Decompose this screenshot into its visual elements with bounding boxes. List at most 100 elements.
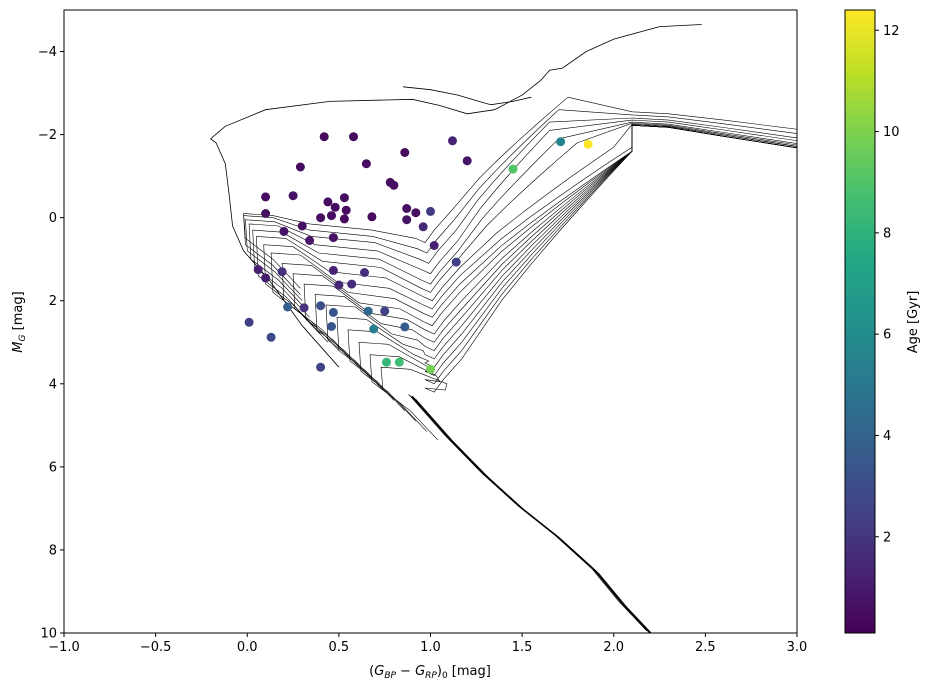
star-point xyxy=(508,164,518,174)
x-tick-label: 0.5 xyxy=(329,640,350,655)
isochrone-main-sequence xyxy=(411,395,651,633)
star-point xyxy=(288,191,298,201)
star-point xyxy=(261,209,271,218)
star-point xyxy=(363,306,373,316)
star-point xyxy=(462,156,472,166)
x-axis: −1.0 −0.5 0.0 0.5 1.0 1.5 2.0 2.5 3.0 xyxy=(48,633,807,655)
star-point xyxy=(323,197,333,207)
isochrone-track xyxy=(369,150,633,432)
star-point xyxy=(367,212,377,222)
x-tick-label: 2.0 xyxy=(603,640,624,655)
colorbar-tick-label: 12 xyxy=(883,24,900,39)
star-point xyxy=(400,148,410,157)
isochrone-track xyxy=(314,150,633,380)
star-point xyxy=(426,364,435,374)
star-point xyxy=(279,226,289,236)
isochrone-curves xyxy=(209,24,797,633)
star-point xyxy=(411,208,421,218)
star-point xyxy=(328,307,338,317)
star-point xyxy=(295,162,305,172)
star-point xyxy=(361,159,371,169)
isochrone-track xyxy=(252,138,560,318)
star-point xyxy=(349,132,358,142)
isochrone-track xyxy=(281,150,633,351)
star-point xyxy=(316,301,326,311)
colorbar-tick-label: 4 xyxy=(883,429,891,444)
star-point xyxy=(400,322,410,332)
star-point xyxy=(277,267,287,277)
isochrone-giant-branch xyxy=(549,117,797,139)
isochrone-main-sequence-track xyxy=(415,399,652,633)
isochrone-track xyxy=(336,150,633,401)
isochrone-track xyxy=(292,150,633,360)
star-point xyxy=(402,204,412,213)
colorbar-label: Age [Gyr] xyxy=(906,291,921,354)
colorbar-tick-label: 10 xyxy=(883,125,900,140)
star-point xyxy=(297,221,307,231)
star-point xyxy=(429,241,439,250)
isochrone-track xyxy=(256,142,578,326)
star-point xyxy=(394,357,404,367)
y-tick-label: 8 xyxy=(49,543,57,558)
star-point xyxy=(283,302,293,312)
star-point xyxy=(583,139,593,149)
star-point xyxy=(328,233,338,243)
star-point xyxy=(305,236,315,245)
isochrone-track xyxy=(380,150,633,441)
x-tick-label: 1.0 xyxy=(420,640,441,655)
star-point xyxy=(261,192,271,202)
star-point xyxy=(402,215,412,225)
star-point xyxy=(360,268,369,277)
isochrone-giant-branch xyxy=(631,124,797,152)
star-point xyxy=(426,206,435,216)
y-tick-label: −4 xyxy=(38,45,57,60)
star-point xyxy=(418,222,428,232)
isochrone-giant-branch xyxy=(558,121,797,144)
x-tick-label: −1.0 xyxy=(48,640,80,655)
x-tick-label: −0.5 xyxy=(140,640,172,655)
y-tick-label: 0 xyxy=(49,211,57,226)
star-point xyxy=(380,306,390,316)
star-point xyxy=(334,280,344,290)
isochrone-track xyxy=(245,121,550,301)
star-point xyxy=(328,265,338,275)
x-axis-label: (GBP − GRP)0 [mag] xyxy=(369,664,491,681)
x-tick-label: 1.5 xyxy=(512,640,533,655)
x-tick-label: 3.0 xyxy=(787,640,808,655)
y-tick-label: −2 xyxy=(38,128,57,143)
star-point xyxy=(339,193,349,203)
star-point xyxy=(261,273,271,283)
star-point xyxy=(319,132,329,142)
star-point xyxy=(316,213,326,223)
isochrone-giant-branch xyxy=(576,122,797,146)
colorbar-tick-label: 8 xyxy=(883,226,891,241)
star-point xyxy=(382,357,391,367)
star-point xyxy=(341,205,351,215)
isochrone-giant-branch xyxy=(567,96,797,130)
x-tick-label: 0.0 xyxy=(237,640,258,655)
y-tick-label: 4 xyxy=(49,377,57,392)
y-tick-label: 6 xyxy=(49,460,57,475)
star-point xyxy=(327,322,336,331)
colorbar-ticks: 2 4 6 8 10 12 xyxy=(875,24,900,545)
star-point xyxy=(327,211,336,221)
isochrone-track xyxy=(243,109,560,295)
x-tick-label: 2.5 xyxy=(695,640,716,655)
star-point xyxy=(448,136,457,146)
colorbar xyxy=(844,9,876,634)
isochrone-track xyxy=(270,146,633,343)
isochrone-track xyxy=(263,146,614,335)
y-axis: −4 −2 0 2 4 6 8 10 xyxy=(38,45,64,642)
isochrone-giant-branch xyxy=(631,123,797,148)
isochrone-young xyxy=(209,24,702,368)
isochrone-track xyxy=(303,150,633,370)
star-point xyxy=(369,324,379,334)
colorbar-tick-label: 2 xyxy=(883,530,891,545)
isochrone-track xyxy=(248,130,550,310)
y-tick-label: 10 xyxy=(40,627,57,642)
star-point xyxy=(389,180,399,190)
isochrone-giant-branch xyxy=(558,109,797,134)
star-point xyxy=(316,362,326,372)
star-point xyxy=(244,317,254,327)
